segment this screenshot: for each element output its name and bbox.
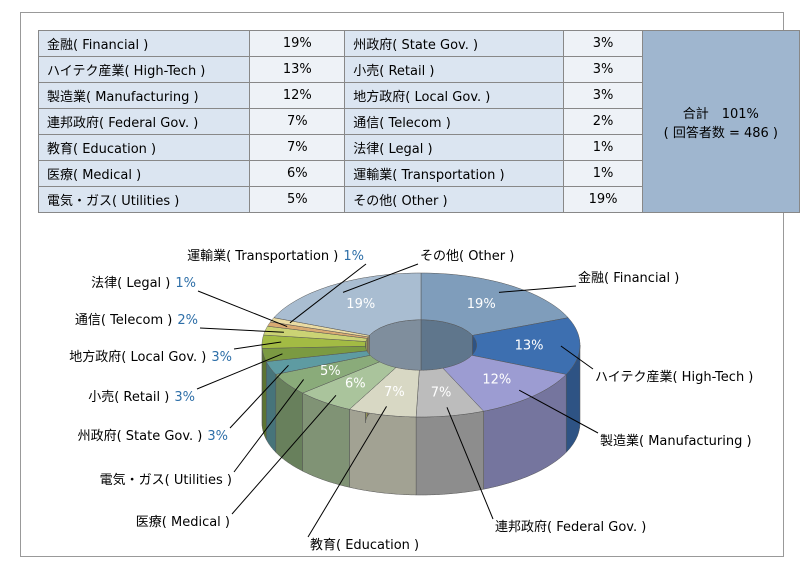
name-cell: 教育( Education ) <box>37 134 251 161</box>
category-label: 医療( Medical ) <box>136 515 230 530</box>
data-label: 3% <box>174 390 195 405</box>
category-label: 州政府( State Gov. ) 3% <box>78 429 228 444</box>
category-label: ハイテク産業( High-Tech ) <box>595 369 753 385</box>
percent-cell: 19% <box>563 186 643 213</box>
table-row: 電気・ガス( Utilities ) 5% その他( Other ) 19% <box>37 186 800 213</box>
data-label: 13% <box>515 338 544 353</box>
percent-cell: 1% <box>563 160 643 187</box>
category-label: 金融( Financial ) <box>578 270 679 286</box>
category-name: 小売( Retail ) <box>88 389 169 405</box>
category-name: 製造業( Manufacturing ) <box>600 433 752 449</box>
percent-cell: 7% <box>249 134 346 161</box>
category-label: 連邦政府( Federal Gov. ) <box>495 520 646 535</box>
data-label: 7% <box>431 386 452 401</box>
percent-cell: 3% <box>563 82 643 109</box>
slice-side <box>266 361 277 454</box>
leader-lines <box>196 263 599 538</box>
category-label: 小売( Retail ) 3% <box>88 389 195 405</box>
total: 合計 101% <box>682 106 759 122</box>
percent-cell: 1% <box>563 134 643 161</box>
leader-line <box>233 379 305 473</box>
slice-side <box>415 410 484 496</box>
top-faces <box>261 272 581 418</box>
data-label: 5% <box>320 364 341 379</box>
total-cell: 合計 101% ( 回答者数 = 486 ) <box>641 30 800 213</box>
category-name: 地方政府( Local Gov. ) <box>69 349 206 365</box>
data-label: 19% <box>467 297 496 312</box>
data-label: 1% <box>343 249 364 264</box>
leader-line <box>342 263 419 293</box>
data-label: 2% <box>177 313 198 328</box>
leader-line <box>231 394 337 515</box>
leader-line <box>307 406 387 538</box>
leader-line <box>196 353 283 390</box>
name-cell: 連邦政府( Federal Gov. ) <box>37 108 251 135</box>
category-label: 地方政府( Local Gov. ) 3% <box>69 349 232 365</box>
category-name: その他( Other ) <box>420 249 514 264</box>
data-label: 7% <box>384 385 405 400</box>
category-name: 医療( Medical ) <box>136 515 230 530</box>
category-name: 州政府( State Gov. ) <box>78 429 203 444</box>
leader-line <box>446 407 494 520</box>
leader-line <box>229 364 289 429</box>
category-label: その他( Other ) <box>420 249 514 264</box>
slice <box>273 272 422 336</box>
category-name: ハイテク産業( High-Tech ) <box>595 369 753 385</box>
frame <box>20 12 784 557</box>
percent-cell: 12% <box>249 82 346 109</box>
percent-cell: 5% <box>249 186 346 213</box>
data-label: 1% <box>175 276 196 291</box>
name-cell: 電気・ガス( Utilities ) <box>37 186 251 213</box>
data-label: 19% <box>346 297 375 312</box>
data-label: 3% <box>207 429 228 444</box>
category-name: 金融( Financial ) <box>578 270 679 286</box>
leader-line <box>289 263 367 324</box>
data-label: 12% <box>482 372 511 387</box>
leader-line <box>197 290 288 328</box>
table-row: 製造業( Manufacturing ) 12% 地方政府( Local Gov. … <box>37 82 800 109</box>
name-cell: 地方政府( Local Gov. ) <box>344 82 565 109</box>
category-label: 法律( Legal ) 1% <box>91 276 196 291</box>
category-name: 教育( Education ) <box>310 537 419 553</box>
leader-line <box>518 389 599 434</box>
category-name: 運輸業( Transportation ) <box>187 248 338 264</box>
percent-cell: 3% <box>563 30 643 57</box>
leader-line <box>498 285 577 293</box>
category-label: 運輸業( Transportation ) 1% <box>187 248 364 264</box>
category-name: 電気・ガス( Utilities ) <box>100 472 232 488</box>
table-row: 連邦政府( Federal Gov. ) 7% 通信( Telecom ) 2% <box>37 108 800 135</box>
category-label: 製造業( Manufacturing ) <box>600 433 752 449</box>
leader-line <box>199 327 284 333</box>
respondents: ( 回答者数 = 486 ) <box>663 125 779 141</box>
category-name: 法律( Legal ) <box>91 276 170 291</box>
slice <box>266 321 369 339</box>
category-label: 電気・ガス( Utilities ) <box>100 472 232 488</box>
name-cell: 運輸業( Transportation ) <box>344 160 565 187</box>
data-label: 6% <box>345 376 366 391</box>
category-label: 通信( Telecom ) 2% <box>75 313 198 328</box>
category-label: 教育( Education ) <box>310 537 419 553</box>
data-label: 3% <box>211 350 232 365</box>
name-cell: その他( Other ) <box>344 186 565 213</box>
percent-cell: 3% <box>563 56 643 83</box>
summary-table: 金融( Financial ) 19% 州政府( State Gov. ) 3% 合計 … <box>37 30 800 213</box>
leader-line <box>560 345 594 370</box>
table-row: ハイテク産業( High-Tech ) 13% 小売( Retail ) 3% <box>37 56 800 83</box>
name-cell: ハイテク産業( High-Tech ) <box>37 56 251 83</box>
slice <box>263 325 368 342</box>
name-cell: 製造業( Manufacturing ) <box>37 82 251 109</box>
leader-line <box>233 341 282 350</box>
percent-cell: 2% <box>563 108 643 135</box>
name-cell: 小売( Retail ) <box>344 56 565 83</box>
category-name: 連邦政府( Federal Gov. ) <box>495 520 646 535</box>
category-name: 通信( Telecom ) <box>75 313 173 328</box>
percent-cell: 13% <box>249 56 346 83</box>
